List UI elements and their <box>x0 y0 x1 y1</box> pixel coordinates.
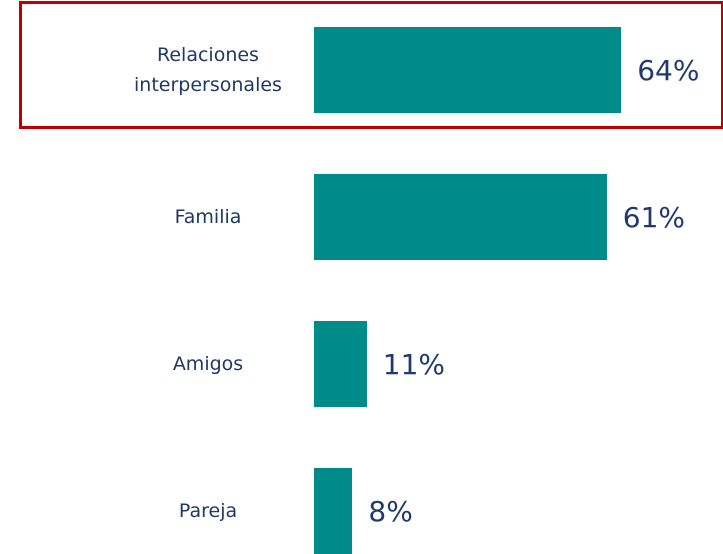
category-label-box: Relaciones interpersonales <box>48 27 298 113</box>
value-label: 11% <box>382 347 446 381</box>
bar <box>314 321 367 407</box>
category-label: Relaciones interpersonales <box>134 44 282 96</box>
bar <box>314 174 607 260</box>
value-label: 61% <box>622 200 686 234</box>
category-label: Amigos <box>172 353 244 375</box>
value-label: 8% <box>368 494 413 528</box>
category-label-box: Familia <box>48 174 298 260</box>
value-label: 64% <box>637 53 700 87</box>
category-label: Familia <box>174 206 242 228</box>
highlight-box <box>19 1 723 129</box>
bar <box>314 27 622 113</box>
category-label-box: Amigos <box>48 321 298 407</box>
category-label-box: Pareja <box>48 468 298 554</box>
category-label: Pareja <box>178 500 238 522</box>
bar <box>314 468 353 554</box>
